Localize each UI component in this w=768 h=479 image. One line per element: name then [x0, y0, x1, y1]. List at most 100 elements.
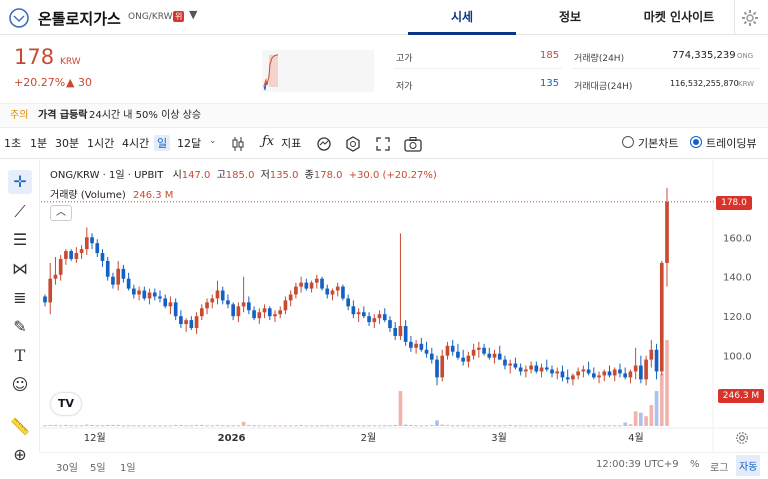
volume-bar [43, 425, 47, 427]
basic-chart-label[interactable]: 기본차트 [638, 137, 679, 150]
interval-30m[interactable]: 30분 [55, 137, 80, 150]
candle-body [48, 278, 53, 303]
indicator-button[interactable]: 지표 [281, 137, 302, 150]
chart-settings-icon[interactable] [735, 431, 749, 445]
brush-icon[interactable]: ✎ [13, 317, 27, 336]
percent-toggle[interactable]: % [690, 459, 700, 470]
volume-bar [142, 425, 147, 427]
tab-info[interactable]: 정보 [558, 10, 582, 24]
range-1d[interactable]: 1일 [120, 463, 136, 474]
interval-1h[interactable]: 1시간 [87, 137, 115, 150]
interval-12month[interactable]: 12달 [177, 137, 202, 150]
candlestick-icon[interactable] [230, 136, 246, 152]
interval-day[interactable]: 일 [154, 135, 171, 151]
trend-line-icon[interactable]: ⟋ [14, 202, 26, 221]
pair-label: ONG/KRW [128, 12, 173, 22]
interval-4h[interactable]: 4시간 [122, 137, 150, 150]
interval-1s[interactable]: 1초 [4, 137, 22, 150]
candle-body [320, 278, 324, 289]
legend-high: 185.0 [225, 170, 255, 181]
volume-bar [320, 425, 324, 427]
volume-24h-value: 774,335,239 [672, 50, 736, 61]
candle-body [623, 373, 628, 378]
ruler-icon[interactable]: 📏 [10, 417, 30, 436]
candle-body [586, 369, 591, 374]
candle-body [158, 296, 162, 299]
tradingview-logo-icon[interactable]: TV [51, 393, 81, 415]
trading-view-radio[interactable] [690, 136, 702, 148]
volume-bar [602, 425, 607, 427]
range-30d[interactable]: 30일 [56, 463, 78, 474]
volume-bar [299, 424, 303, 426]
volume-bar [466, 425, 471, 427]
volume-bar [508, 424, 513, 426]
candle-body [539, 367, 544, 372]
auto-toggle[interactable]: 자동 [736, 455, 761, 476]
time-readout: 12:00:39 UTC+9 [596, 459, 679, 470]
volume-bar [163, 425, 168, 427]
volume-bar [179, 424, 183, 426]
text-icon[interactable]: T [14, 346, 26, 365]
volume-legend: 거래량 (Volume) 246.3 M [50, 186, 173, 201]
candle-body [466, 355, 471, 362]
volume-bar [435, 420, 439, 426]
candle-body [518, 367, 523, 372]
function-icon[interactable]: ƒx [262, 134, 275, 149]
log-toggle[interactable]: 로그 [710, 463, 729, 474]
settings-icon[interactable] [345, 136, 361, 152]
emoji-icon[interactable]: ☺ [11, 375, 29, 394]
volume-bar [382, 425, 387, 427]
volume-bar [362, 425, 366, 427]
legend-change: +30.0 (+20.27%) [348, 170, 437, 181]
volume-bar [273, 425, 277, 427]
caution-notice[interactable]: 주의 가격 급등락 24시간 내 50% 이상 상승 [0, 103, 768, 128]
fullscreen-icon[interactable] [375, 136, 391, 152]
volume-bar [278, 425, 283, 427]
chevron-down-icon[interactable]: ▼ [189, 8, 198, 21]
fibonacci-icon[interactable]: ≣ [13, 288, 27, 307]
candle-body [299, 282, 303, 287]
volume-bar [665, 340, 669, 426]
amount-24h-label: 거래대금(24H) [574, 82, 633, 92]
candle-body [477, 347, 481, 350]
chevron-up-icon[interactable]: ︿ [50, 205, 72, 221]
volume-bar [152, 425, 157, 427]
tab-price[interactable]: 시세 [408, 0, 516, 35]
gear-icon[interactable] [741, 9, 759, 27]
pattern-icon[interactable]: ⋈ [12, 259, 28, 278]
candle-body [168, 302, 173, 307]
candle-body [450, 345, 455, 352]
candle-body [152, 292, 157, 297]
volume-bar [477, 425, 481, 427]
chevron-down-icon[interactable]: ⌄ [209, 136, 217, 146]
candle-body [591, 373, 596, 378]
zoom-in-icon[interactable]: ⊕ [13, 445, 27, 464]
candle-body [377, 314, 382, 319]
volume-bar [226, 425, 230, 427]
candle-body [581, 369, 586, 372]
volume-bar [450, 425, 455, 427]
candle-body [205, 302, 209, 309]
tab-market-insight[interactable]: 마켓 인사이트 [643, 10, 715, 24]
candle-body [654, 349, 659, 372]
volume-bar [492, 425, 497, 427]
trading-view-label[interactable]: 트레이딩뷰 [706, 137, 757, 150]
candle-body [607, 371, 612, 376]
compare-icon[interactable] [316, 136, 332, 152]
interval-1m[interactable]: 1분 [30, 137, 48, 150]
volume-bar [534, 425, 539, 427]
crosshair-icon[interactable]: ✛ [8, 170, 32, 194]
horizontal-lines-icon[interactable]: ☰ [12, 230, 28, 249]
candle-body [649, 349, 654, 360]
volume-bar [471, 425, 476, 427]
basic-chart-radio[interactable] [622, 136, 634, 148]
camera-icon[interactable] [404, 136, 422, 152]
candle-body [147, 292, 152, 299]
volume-bar [607, 425, 612, 427]
volume-bar [330, 425, 335, 427]
legend-open: 147.0 [181, 170, 211, 181]
x-tick-label: 4월 [628, 432, 644, 444]
candle-body [503, 359, 507, 366]
range-5d[interactable]: 5일 [90, 463, 106, 474]
